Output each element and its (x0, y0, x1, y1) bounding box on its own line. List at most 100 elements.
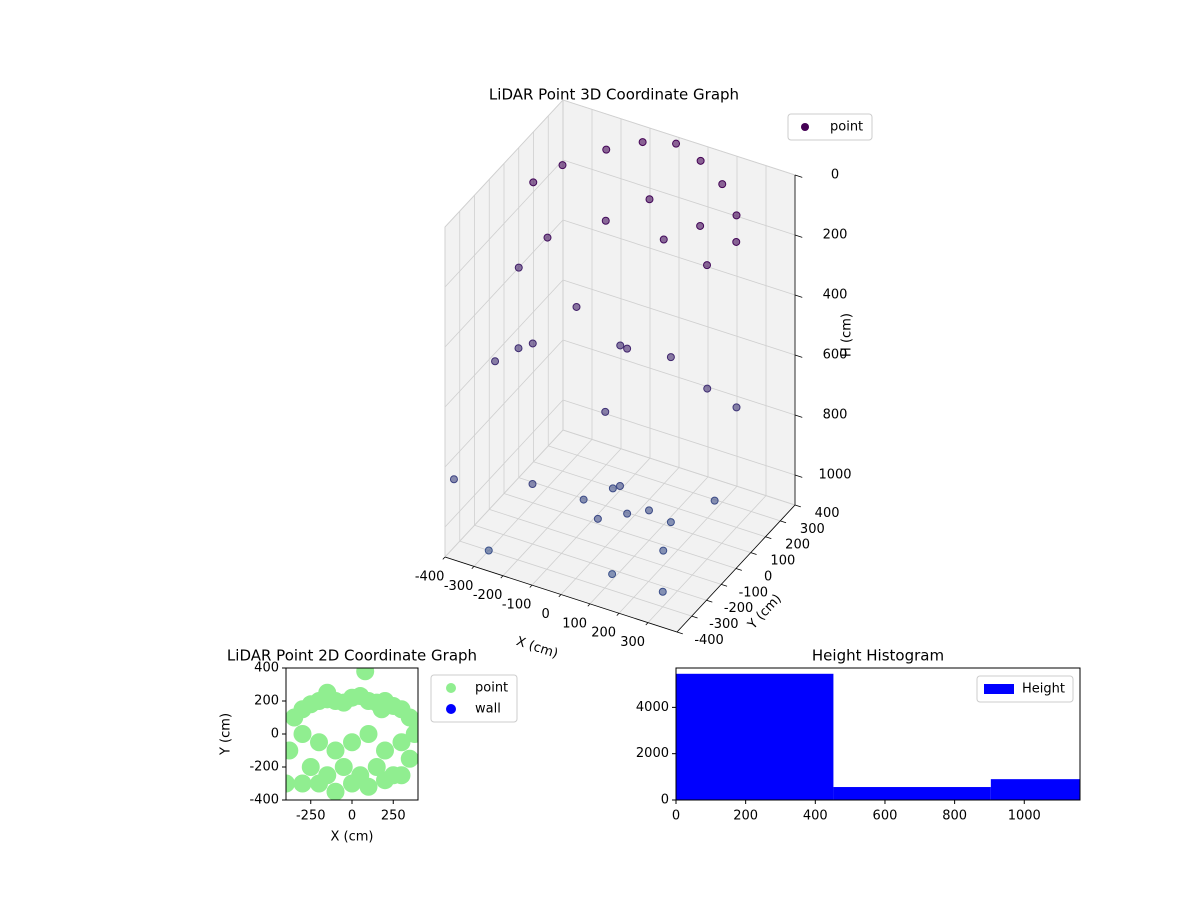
z-tick-label: 1000 (818, 468, 851, 483)
tick-mark (794, 234, 803, 238)
point (326, 782, 345, 800)
tick-mark (794, 294, 803, 298)
point (666, 353, 675, 362)
point (286, 774, 295, 793)
point (696, 221, 705, 230)
grid-line (562, 279, 796, 356)
tick-mark (471, 566, 475, 570)
point (359, 725, 378, 743)
grid-line (562, 159, 796, 236)
grid-line (518, 477, 751, 554)
grid-line (444, 279, 564, 408)
tick-mark (645, 622, 649, 626)
x-tick-label: -400 (415, 569, 445, 584)
point (343, 733, 361, 752)
grid-line (474, 524, 707, 601)
point (400, 749, 418, 768)
point (528, 339, 537, 348)
z-tick-label: 400 (823, 288, 848, 303)
bar (833, 787, 991, 800)
x-tick-label: 1000 (1008, 809, 1041, 824)
tick-mark (794, 474, 803, 478)
point (301, 758, 320, 776)
point (372, 700, 391, 719)
point (310, 733, 328, 752)
point (334, 758, 353, 776)
x-axis-line (444, 556, 678, 633)
x-tick-label: 0 (348, 809, 356, 824)
grid-line (533, 461, 766, 538)
y-tick-label: 0 (661, 793, 669, 808)
y-axis-label: Y (cm) (219, 713, 234, 756)
tick-mark (500, 575, 504, 579)
x-tick-label: 200 (591, 626, 616, 641)
point (645, 506, 653, 515)
y-tick-label: 2000 (636, 746, 669, 761)
y-tick-label: 400 (254, 661, 279, 676)
tick-mark (721, 583, 728, 587)
x-tick-label: 0 (541, 607, 549, 622)
legend-marker (446, 683, 456, 693)
z-tick-label: 200 (823, 228, 848, 243)
tick-mark (587, 603, 591, 607)
point (528, 480, 537, 488)
tick-mark (676, 631, 683, 635)
y-tick-label: 100 (770, 554, 795, 569)
tick-mark (558, 594, 562, 598)
x-axis-label: X (cm) (331, 830, 374, 845)
bar (676, 673, 834, 800)
point (703, 261, 711, 270)
grid-line (562, 339, 796, 416)
y-tick-label: 400 (815, 506, 840, 521)
point (318, 683, 337, 702)
y-tick-label: 200 (254, 694, 279, 709)
point (732, 237, 741, 246)
x-tick-label: -250 (296, 809, 326, 824)
grid-line (489, 508, 722, 585)
point (579, 495, 588, 504)
point (601, 407, 610, 416)
point (659, 235, 668, 244)
point (376, 771, 394, 790)
point (514, 344, 523, 353)
legend-label: point (475, 681, 508, 696)
y-tick-label: 200 (785, 538, 810, 553)
y-tick-label: -300 (709, 617, 739, 632)
point (529, 178, 538, 187)
x-tick-label: -200 (473, 588, 503, 603)
x-axis-label: X (cm) (514, 634, 560, 662)
point (616, 341, 625, 350)
point (376, 741, 394, 760)
point (558, 161, 567, 170)
point (409, 716, 418, 735)
point (601, 216, 610, 225)
y-tick-label: -400 (249, 793, 279, 808)
point (616, 482, 624, 490)
point (572, 302, 581, 311)
plot-area (286, 668, 418, 800)
x-tick-label: 600 (873, 809, 898, 824)
point (514, 263, 523, 272)
x-tick-label: 200 (733, 809, 758, 824)
x-tick-label: -100 (502, 598, 532, 613)
tick-mark (706, 599, 713, 603)
y-tick-label: 0 (764, 569, 772, 584)
point (638, 138, 647, 147)
point (645, 195, 654, 204)
legend-box (787, 113, 873, 141)
point (659, 546, 668, 555)
z-tick-label: 800 (823, 408, 848, 423)
grid-line (444, 159, 564, 288)
legend-marker (984, 684, 1014, 694)
point (356, 668, 375, 681)
point (608, 570, 617, 579)
y-tick-label: 300 (800, 522, 825, 537)
bar (990, 779, 1080, 800)
point (672, 139, 681, 148)
legend-marker (446, 704, 456, 714)
tick-mark (442, 556, 446, 560)
y-axis-line (676, 504, 796, 633)
point (392, 733, 411, 752)
grid-line (444, 339, 564, 468)
